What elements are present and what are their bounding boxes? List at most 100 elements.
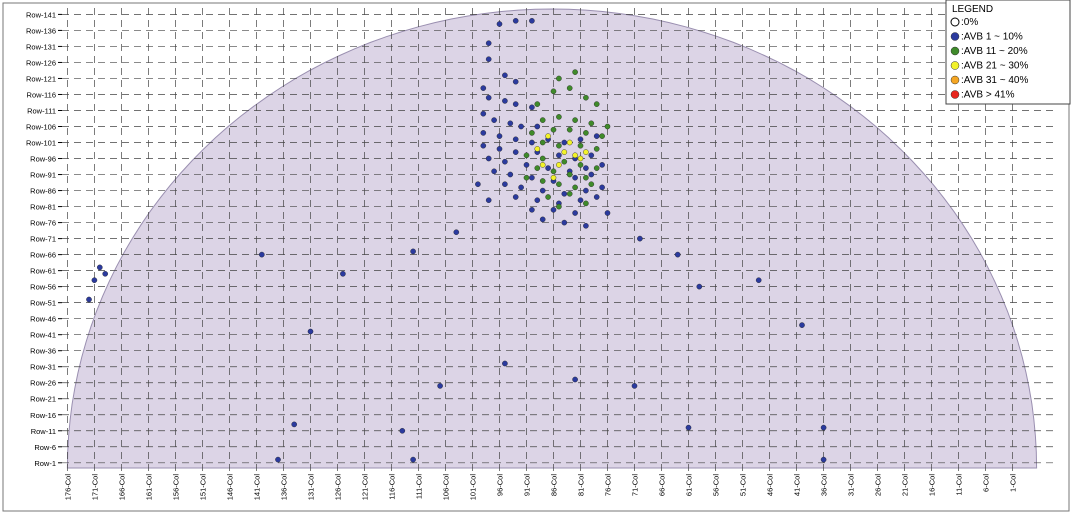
tube-point [550,126,557,133]
tube-point [453,229,460,235]
col-tick-label: 36-Col [820,474,829,496]
row-tick-label: Row-66 [30,251,56,260]
tube-point [502,181,508,187]
tube-point [534,146,541,152]
row-tick-label: Row-126 [26,58,56,67]
tube-point [685,424,692,431]
col-tick-label: 106-Col [442,474,451,501]
legend-label: :0% [961,17,978,28]
col-tick-label: 131-Col [307,474,316,501]
legend-box [945,0,1071,105]
row-tick-label: Row-56 [30,283,56,292]
col-tick-label: 176-Col [63,474,72,501]
tube-point [485,56,492,63]
col-tick-label: 1-Col [1009,474,1018,492]
col-tick-label: 91-Col [523,474,532,496]
tube-point [523,174,530,181]
tube-point [512,17,519,24]
tube-point [491,117,497,123]
tube-point [556,142,562,149]
col-tick-label: 126-Col [334,474,343,501]
tube-point [545,133,551,139]
tube-point [577,162,584,168]
col-tick-label: 6-Col [982,474,991,492]
tube-point [502,360,508,367]
col-tick-label: 166-Col [117,474,126,501]
tube-point [593,165,600,171]
tube-point [545,194,551,200]
tube-point [599,162,605,168]
tube-point [561,219,568,226]
tube-point [561,139,568,146]
tube-point [631,383,638,389]
plot-area [66,8,1038,469]
legend-marker [950,61,960,70]
legend-marker [950,75,960,85]
row-tick-label: Row-6 [34,443,56,452]
row-tick-label: Row-21 [30,395,56,404]
tube-point [410,456,416,463]
tube-point [550,206,557,213]
tube-point [572,184,578,191]
col-tick-label: 56-Col [712,474,721,496]
tube-point [529,17,535,24]
legend-title: LEGEND [952,4,993,15]
col-tick-label: 146-Col [225,474,234,501]
col-tick-label: 121-Col [361,474,370,501]
tube-point [566,139,573,146]
tube-point [485,155,492,162]
tube-point [340,270,346,277]
tube-point [577,142,584,149]
tube-point [512,101,519,107]
col-tick-label: 116-Col [388,474,397,500]
tube-point [485,94,492,101]
row-tick-label: Row-41 [30,331,56,340]
tube-point [480,142,487,149]
legend-label: :AVB 21 ~ 30% [961,61,1028,72]
col-axis-labels: 176-Col 171-Col 166-Col 161-Col 156-Col 151-C… [63,474,1017,501]
tube-point [86,296,92,303]
tube-point [512,194,519,200]
tube-point [604,123,611,130]
tube-point [820,456,827,463]
tube-point [577,136,584,143]
tube-point [102,270,108,277]
tube-point [539,117,546,123]
col-tick-label: 26-Col [874,474,883,496]
tube-point [593,194,600,200]
col-tick-label: 111-Col [415,474,424,499]
row-tick-label: Row-61 [30,267,56,276]
row-tick-label: Row-16 [30,411,56,420]
row-tick-label: Row-81 [30,203,56,212]
tube-point [550,168,557,175]
tube-point [475,181,481,187]
tube-point [572,69,578,75]
row-tick-label: Row-26 [30,379,56,388]
tube-point [258,251,265,258]
tube-point [523,152,530,159]
tube-point [534,165,541,171]
col-tick-label: 86-Col [550,474,559,496]
tube-point [529,130,535,136]
tube-point [593,101,600,107]
tube-point [593,146,600,152]
tube-point [410,248,416,255]
col-tick-label: 66-Col [658,474,667,496]
tube-point [550,174,557,181]
tube-point [534,123,541,130]
tube-point [507,171,514,178]
tube-point [539,178,546,184]
row-tick-label: Row-131 [26,42,56,51]
tube-point [566,126,573,133]
tube-point [561,190,568,197]
tube-point [502,72,508,79]
tube-point [507,120,514,127]
col-tick-label: 21-Col [901,474,910,496]
tube-point [529,104,535,111]
tube-point [291,421,298,428]
col-tick-label: 136-Col [279,474,288,501]
tube-point [539,155,546,162]
tube-point [518,123,524,130]
tube-point [637,235,643,242]
